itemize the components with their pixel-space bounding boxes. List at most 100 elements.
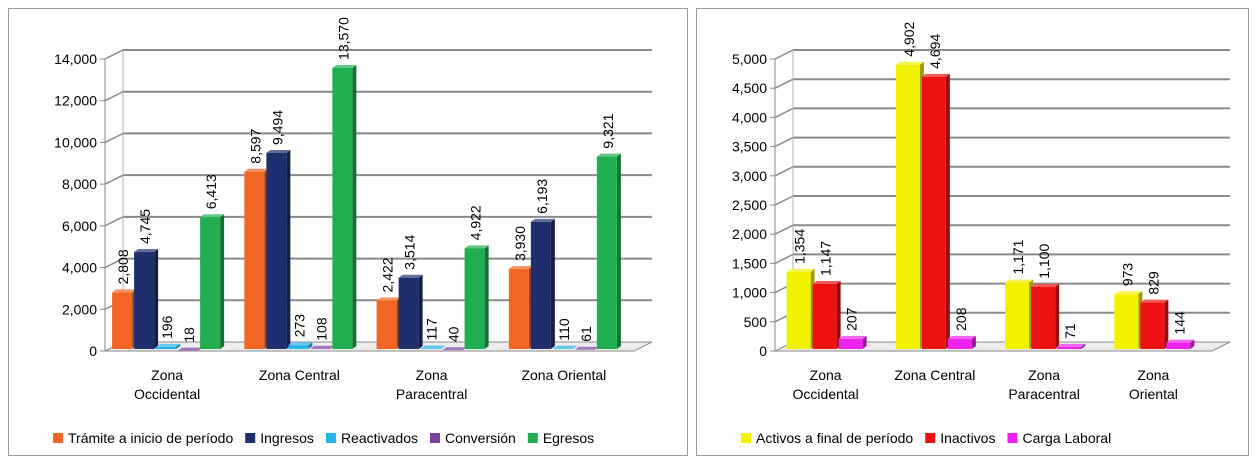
chart-left-svg: 0 2,000 4,000 6,000 8,000 10,000 12,000 14,000 2… — [53, 17, 653, 446]
chart2-legend-label: Inactivos — [940, 430, 995, 446]
chart2-y-tick-label: 4,000 — [732, 109, 767, 125]
chart2-y-tick-label: 2,000 — [732, 226, 767, 242]
chart1-gridline-side — [104, 257, 124, 269]
chart2-data-label: 973 — [1119, 263, 1135, 287]
chart1-category-label: Paracentral — [396, 386, 468, 402]
chart1-gridline-side — [104, 91, 124, 102]
chart2-y-tick-label: 0 — [759, 343, 767, 359]
chart1-legend-label: Conversión — [445, 430, 516, 446]
chart2-data-label: 829 — [1145, 271, 1161, 295]
chart2-data-label: 144 — [1171, 311, 1187, 335]
chart1-y-tick-label: 14,000 — [54, 51, 97, 67]
chart2-gridline-side — [774, 78, 794, 89]
chart1-y-tick-label: 4,000 — [62, 260, 97, 276]
chart2-bar — [947, 335, 976, 349]
chart1-data-label: 8,597 — [247, 128, 263, 163]
chart2-bar — [1114, 291, 1143, 349]
chart2-category-label: Paracentral — [1008, 386, 1080, 402]
chart2-data-label: 208 — [953, 307, 969, 331]
chart-left: 0 2,000 4,000 6,000 8,000 10,000 12,000 14,000 2… — [8, 8, 688, 456]
chart2-category-label: Zona — [1137, 367, 1169, 383]
chart1-y-tick-label: 2,000 — [62, 301, 97, 317]
chart1-data-label: 108 — [313, 317, 329, 341]
chart1-data-label: 9,494 — [269, 110, 285, 145]
chart2-y-tick-label: 1,500 — [732, 255, 767, 271]
chart1-bar — [244, 168, 269, 349]
chart1-legend-swatch — [325, 433, 336, 443]
chart1-legend: Trámite a inicio de período Ingresos React… — [53, 430, 594, 446]
chart2-bar — [895, 61, 924, 349]
chart1-legend-label: Reactivados — [341, 430, 418, 446]
chart2-legend-swatch — [1007, 433, 1018, 443]
chart1-data-label: 61 — [578, 326, 594, 342]
chart2-legend-label: Activos a final de período — [756, 430, 913, 446]
chart1-data-label: 2,422 — [380, 257, 396, 292]
chart2-y-tick-label: 500 — [744, 314, 768, 330]
chart2-data-label: 1,147 — [818, 241, 834, 276]
chart1-bar — [332, 64, 357, 349]
chart2-legend-label: Carga Laboral — [1022, 430, 1111, 446]
chart1-bar — [134, 249, 159, 349]
chart2-y-tick-label: 1,000 — [732, 285, 767, 301]
chart1-data-label: 9,321 — [600, 113, 616, 148]
chart2-y-tick-label: 3,000 — [732, 168, 767, 184]
chart2-bar — [921, 73, 950, 350]
chart1-gridline-side — [104, 174, 124, 185]
chart1-legend-swatch — [429, 433, 440, 443]
chart1-category-label: Zona — [151, 367, 183, 383]
chart1-data-label: 6,413 — [203, 174, 219, 209]
chart1-data-label: 13,570 — [335, 17, 351, 60]
chart1-data-label: 196 — [159, 315, 175, 339]
chart1-data-label: 4,745 — [137, 209, 153, 244]
chart1-data-label: 4,922 — [468, 205, 484, 240]
chart1-legend-swatch — [245, 433, 256, 443]
chart2-gridline-side — [774, 49, 794, 60]
chart2-gridline-side — [774, 136, 794, 148]
chart1-bar — [266, 149, 291, 349]
chart2-gridline-side — [774, 224, 794, 235]
chart2-data-label: 1,354 — [792, 229, 808, 264]
chart2-bar — [786, 268, 815, 349]
chart1-bar — [530, 218, 555, 349]
chart1-gridline-side — [104, 132, 124, 144]
chart2-bar — [812, 281, 841, 349]
chart2-gridline-side — [774, 107, 794, 119]
chart2-gridline-side — [774, 195, 794, 206]
chart1-gridline-side — [104, 49, 124, 60]
chart1-legend-label: Trámite a inicio de período — [68, 430, 233, 446]
chart1-bar — [464, 245, 489, 349]
chart1-bar — [310, 345, 335, 349]
chart1-legend-swatch — [53, 433, 63, 443]
chart1-bar — [552, 345, 577, 349]
chart2-bar — [1057, 343, 1086, 349]
chart1-bar — [398, 274, 423, 349]
chart1-bar — [288, 342, 313, 349]
chart2-data-label: 4,902 — [901, 21, 917, 56]
chart1-bar — [376, 297, 401, 349]
chart1-data-label: 273 — [291, 314, 307, 338]
chart1-y-tick-label: 12,000 — [54, 93, 97, 109]
chart2-gridline-side — [774, 166, 794, 177]
chart1-data-label: 18 — [181, 327, 197, 343]
chart2-data-label: 1,171 — [1010, 239, 1026, 274]
chart1-data-label: 3,930 — [512, 226, 528, 261]
chart1-bar — [156, 343, 181, 349]
chart2-y-tick-label: 4,500 — [732, 80, 767, 96]
chart2-data-label: 71 — [1062, 323, 1078, 339]
chart2-legend-swatch — [741, 433, 751, 443]
chart1-legend-label: Ingresos — [260, 430, 314, 446]
chart2-y-tick-label: 5,000 — [732, 51, 767, 67]
chart2-data-label: 207 — [844, 307, 860, 331]
chart2-legend-swatch — [925, 433, 936, 443]
chart2-category-label: Occidental — [793, 386, 859, 402]
chart1-y-tick-label: 8,000 — [62, 176, 97, 192]
chart-right: 0 500 1,000 1,500 2,000 2,500 3,000 3,500 4,000 4… — [696, 8, 1249, 456]
chart2-category-label: Zona — [810, 367, 842, 383]
chart1-legend-label: Egresos — [543, 430, 594, 446]
chart1-data-label: 110 — [556, 318, 572, 341]
chart1-data-label: 6,193 — [534, 179, 550, 214]
chart2-gridline-side — [774, 253, 794, 265]
chart1-data-label: 3,514 — [402, 234, 418, 269]
chart1-gridline-side — [104, 216, 124, 227]
chart2-data-label: 4,694 — [927, 34, 943, 69]
